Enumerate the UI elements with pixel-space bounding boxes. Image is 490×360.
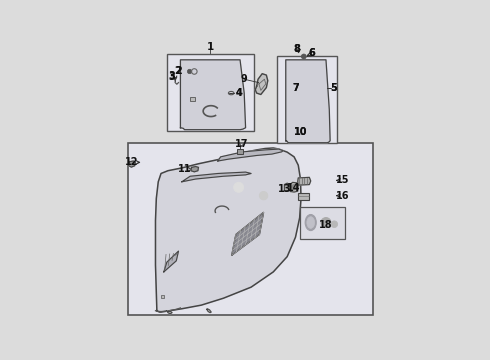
Text: 3: 3	[168, 72, 175, 82]
Polygon shape	[298, 177, 311, 185]
Circle shape	[259, 192, 268, 200]
Text: 6: 6	[309, 48, 316, 58]
Polygon shape	[255, 74, 268, 94]
Circle shape	[187, 69, 192, 74]
Text: 10: 10	[294, 127, 308, 137]
Text: 7: 7	[292, 82, 299, 93]
Text: 2: 2	[174, 66, 181, 76]
Text: 17: 17	[235, 139, 249, 149]
Text: 2: 2	[175, 66, 182, 76]
Polygon shape	[218, 149, 283, 161]
Text: 5: 5	[330, 82, 337, 93]
Polygon shape	[291, 183, 298, 192]
Text: 13: 13	[278, 184, 291, 194]
Bar	[167, 54, 254, 131]
Text: 14: 14	[287, 183, 300, 193]
Text: 8: 8	[293, 44, 300, 54]
Polygon shape	[182, 172, 251, 182]
Polygon shape	[207, 309, 211, 312]
Circle shape	[331, 221, 338, 228]
Ellipse shape	[307, 217, 315, 228]
Text: 3: 3	[169, 72, 175, 81]
Text: 15: 15	[336, 175, 349, 185]
Bar	[190, 97, 195, 102]
Polygon shape	[164, 251, 178, 272]
Text: 12: 12	[125, 157, 139, 167]
Polygon shape	[286, 60, 330, 143]
Circle shape	[321, 217, 331, 228]
Text: 5: 5	[330, 82, 337, 93]
Text: 6: 6	[309, 48, 316, 58]
Circle shape	[292, 184, 297, 190]
Bar	[300, 207, 345, 239]
Text: 1: 1	[207, 42, 214, 52]
Ellipse shape	[305, 215, 316, 231]
Bar	[298, 193, 309, 200]
Bar	[161, 296, 164, 298]
Text: 7: 7	[292, 82, 299, 93]
Text: 9: 9	[241, 74, 247, 84]
Polygon shape	[167, 311, 172, 314]
Text: 10: 10	[294, 127, 308, 137]
Polygon shape	[180, 60, 245, 130]
Circle shape	[234, 183, 244, 192]
Bar	[128, 143, 373, 315]
Polygon shape	[191, 167, 198, 172]
Polygon shape	[284, 183, 290, 191]
Text: 18: 18	[319, 220, 333, 230]
Text: 16: 16	[336, 191, 349, 201]
Text: 4: 4	[235, 88, 242, 98]
Polygon shape	[155, 148, 301, 312]
Polygon shape	[232, 212, 264, 255]
Text: 11: 11	[178, 164, 192, 174]
Circle shape	[301, 54, 306, 59]
Text: 8: 8	[293, 44, 300, 54]
Text: 4: 4	[236, 88, 243, 98]
Bar	[237, 149, 243, 153]
Bar	[277, 56, 337, 143]
Polygon shape	[128, 161, 135, 167]
